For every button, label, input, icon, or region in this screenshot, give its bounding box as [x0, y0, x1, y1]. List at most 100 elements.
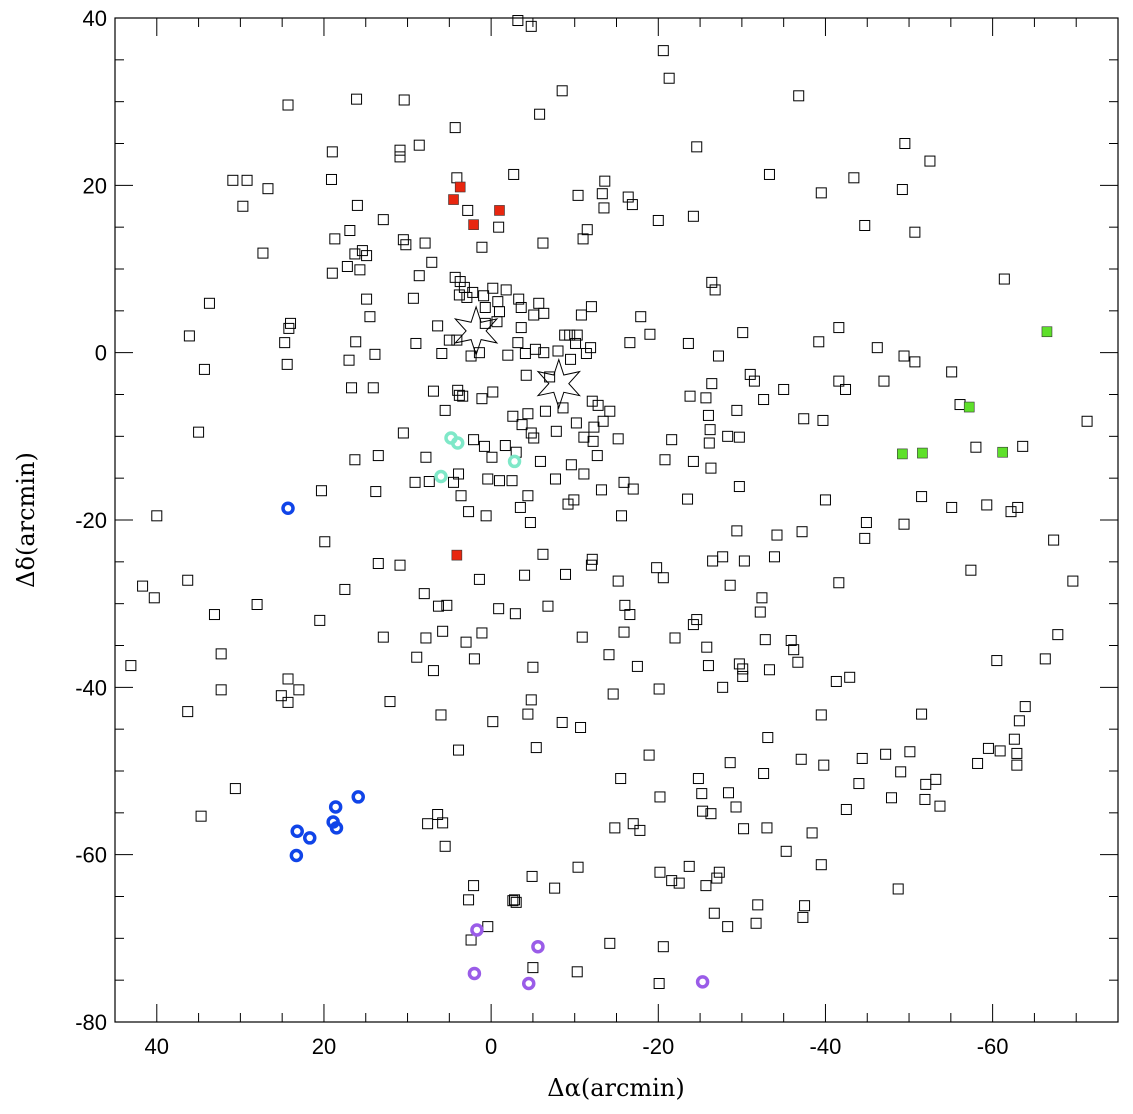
data-point-square	[427, 385, 439, 397]
data-point-square	[499, 440, 511, 452]
data-point-square	[682, 337, 694, 349]
data-point-square	[369, 348, 381, 360]
data-point-square	[151, 510, 163, 522]
data-point-filled-square	[454, 181, 466, 193]
data-point-square	[364, 311, 376, 323]
data-point-square	[830, 675, 842, 687]
data-point-square	[706, 276, 718, 288]
data-point-square	[537, 237, 549, 249]
data-point-square	[528, 432, 540, 444]
data-point-square	[411, 651, 423, 663]
data-point-square	[762, 732, 774, 744]
x-tick-label: 20	[312, 1034, 336, 1059]
data-point-square	[439, 840, 451, 852]
data-point-filled-square	[448, 194, 459, 205]
data-point-square	[525, 694, 537, 706]
data-point-square	[513, 293, 525, 305]
data-point-square	[635, 311, 647, 323]
data-point-square	[354, 264, 366, 276]
data-point-square	[560, 568, 572, 580]
x-tick-label: -20	[642, 1034, 674, 1059]
data-point-square	[771, 529, 783, 541]
data-point-square	[618, 476, 630, 488]
data-point-square	[604, 405, 616, 417]
data-point-square	[895, 766, 907, 778]
data-point-square	[508, 168, 520, 180]
data-point-square	[833, 322, 845, 334]
data-point-square	[137, 580, 149, 592]
data-point-square	[533, 297, 545, 309]
data-point-square	[314, 614, 326, 626]
data-point-square	[315, 485, 327, 497]
data-point-circle	[695, 975, 710, 989]
data-point-square	[702, 660, 714, 672]
data-point-square	[856, 752, 868, 764]
data-point-square	[627, 483, 639, 495]
data-point-square	[909, 356, 921, 368]
data-point-square	[453, 389, 465, 401]
data-point-square	[592, 399, 604, 411]
data-point-square	[916, 708, 928, 720]
data-point-square	[859, 219, 871, 231]
data-point-square	[738, 823, 750, 835]
data-point-square	[1048, 534, 1060, 546]
data-point-square	[920, 778, 932, 790]
data-point-square	[480, 510, 492, 522]
data-point-square	[748, 375, 760, 387]
data-point-square	[457, 390, 469, 402]
y-tick-label: -60	[75, 843, 107, 868]
data-point-square	[361, 250, 373, 262]
data-point-square	[1081, 415, 1093, 427]
data-point-square	[778, 383, 790, 395]
data-point-square	[853, 778, 865, 790]
data-point-square	[534, 108, 546, 120]
data-point-square	[596, 188, 608, 200]
data-point-square	[578, 431, 590, 443]
data-point-square	[878, 375, 890, 387]
data-point-square	[125, 660, 137, 672]
data-point-square	[899, 138, 911, 149]
data-point-square	[468, 880, 480, 892]
data-point-square	[813, 336, 825, 348]
data-point-square	[585, 342, 597, 354]
data-point-square	[468, 653, 480, 665]
data-point-square	[394, 151, 406, 163]
data-point-square	[572, 861, 584, 873]
data-point-square	[1052, 629, 1064, 641]
data-point-square	[426, 256, 438, 268]
data-point-filled-square	[917, 447, 928, 459]
data-point-square	[644, 328, 656, 340]
data-point-square	[709, 284, 721, 296]
data-point-square	[763, 168, 775, 180]
data-point-square	[700, 392, 712, 404]
data-point-square	[549, 473, 561, 485]
data-point-square	[758, 394, 770, 406]
data-point-square	[522, 708, 534, 720]
data-point-square	[578, 468, 590, 480]
data-point-square	[422, 818, 434, 830]
data-point-square	[437, 625, 449, 637]
data-point-square	[577, 233, 589, 245]
data-point-square	[724, 579, 736, 591]
data-point-square	[653, 978, 665, 990]
data-point-square	[818, 759, 830, 771]
data-point-square	[1039, 653, 1051, 665]
data-point-square	[615, 773, 627, 785]
axis-tick-labels: 40 20 0 -20 -40 -60 40 20 0 -20 -40 -60 -80	[75, 6, 1008, 1059]
data-point-square	[195, 810, 207, 822]
data-point-square	[754, 606, 766, 618]
data-point-square	[627, 818, 639, 830]
data-point-square	[965, 564, 977, 576]
data-point-square	[916, 491, 928, 503]
data-point-square	[448, 476, 460, 488]
data-point-square	[279, 337, 291, 349]
y-tick-label: 40	[83, 6, 107, 31]
data-point-square	[788, 644, 800, 656]
data-point-square	[1005, 506, 1017, 518]
data-point-square	[557, 402, 569, 414]
data-point-square	[493, 475, 505, 487]
data-point-circle	[281, 501, 295, 516]
data-point-square	[372, 558, 384, 570]
data-point-square	[585, 559, 597, 571]
data-point-square	[439, 404, 451, 416]
